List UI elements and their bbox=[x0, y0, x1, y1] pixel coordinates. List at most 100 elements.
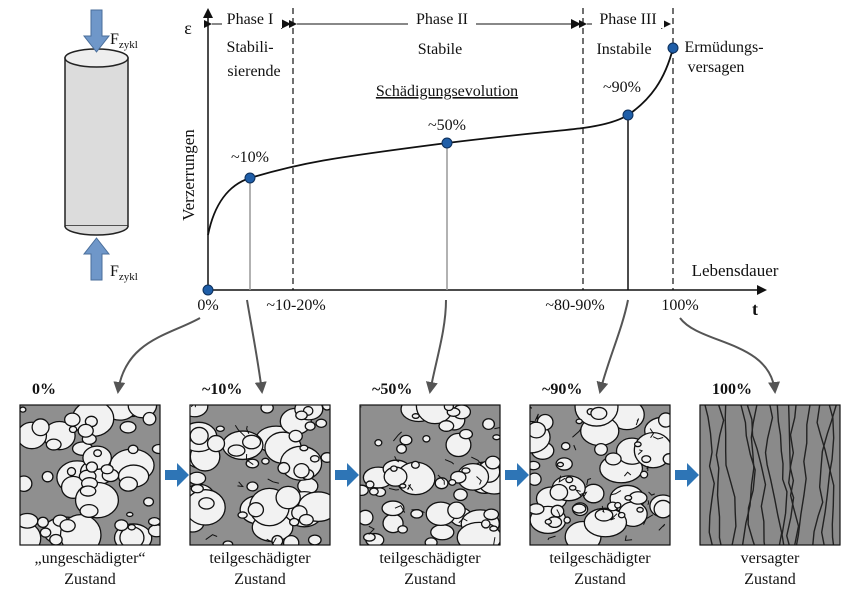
aggregate bbox=[615, 503, 621, 509]
force-bottom: Fzykl bbox=[110, 263, 138, 283]
aggregate bbox=[128, 445, 138, 453]
microstructure bbox=[6, 393, 166, 555]
aggregate bbox=[449, 480, 456, 486]
aggregate bbox=[199, 498, 214, 509]
aggregate bbox=[65, 413, 80, 426]
aggregate bbox=[296, 411, 307, 419]
aggregate bbox=[583, 484, 604, 503]
state-label: ~90% bbox=[542, 381, 582, 398]
force-top: Fzykl bbox=[110, 31, 138, 51]
aggregate bbox=[557, 462, 563, 466]
aggregate bbox=[143, 413, 156, 426]
aggregate bbox=[46, 439, 61, 450]
force-subscript: zykl bbox=[119, 39, 138, 51]
aggregate bbox=[654, 500, 672, 517]
aggregate bbox=[591, 407, 607, 419]
aggregate bbox=[276, 486, 300, 508]
phase-description: Instabile bbox=[596, 41, 651, 58]
y-label: Verzerrungen bbox=[179, 129, 198, 221]
force-subscript: zykl bbox=[119, 271, 138, 283]
aggregate bbox=[448, 502, 465, 518]
aggregate bbox=[262, 458, 269, 464]
aggregate bbox=[40, 528, 50, 537]
state-caption: Zustand bbox=[404, 571, 456, 588]
aggregate bbox=[101, 465, 113, 474]
aggregate bbox=[32, 419, 49, 436]
aggregate bbox=[425, 538, 437, 547]
x-tick-label: 0% bbox=[197, 297, 218, 314]
aggregate bbox=[223, 541, 232, 548]
x-symbol: t bbox=[752, 299, 758, 319]
aggregate bbox=[493, 435, 500, 440]
aggregate bbox=[490, 526, 498, 531]
microstructure-content bbox=[181, 396, 338, 550]
aggregate bbox=[119, 477, 137, 491]
microstructure bbox=[355, 388, 509, 552]
aggregate bbox=[20, 407, 26, 412]
aggregate bbox=[397, 445, 407, 454]
aggregate bbox=[431, 525, 454, 540]
aggregate bbox=[595, 444, 608, 456]
aggregate bbox=[576, 419, 582, 423]
aggregate bbox=[382, 501, 404, 515]
aggregate bbox=[311, 456, 320, 462]
phase-name: Phase I bbox=[227, 11, 274, 28]
aggregate bbox=[398, 526, 407, 533]
aggregate bbox=[484, 509, 499, 520]
state-caption: „ungeschädigter“ bbox=[34, 550, 145, 567]
aggregate bbox=[564, 517, 570, 523]
figure: Fzykl Fzykl ε Verzerrungen Lebensdauer t… bbox=[0, 0, 846, 594]
aggregate bbox=[595, 509, 612, 521]
x-tick-label: ~10-20% bbox=[266, 297, 325, 314]
state-caption: Zustand bbox=[64, 571, 116, 588]
point-label: ~10% bbox=[231, 149, 269, 166]
aggregate bbox=[94, 450, 102, 457]
aggregate bbox=[69, 426, 76, 432]
aggregate bbox=[149, 518, 161, 526]
aggregate bbox=[78, 424, 93, 437]
aggregate bbox=[294, 464, 309, 478]
aggregate bbox=[120, 422, 136, 433]
aggregate bbox=[572, 504, 585, 513]
aggregate bbox=[191, 485, 203, 493]
aggregate bbox=[321, 453, 333, 463]
aggregate bbox=[247, 482, 258, 491]
state-label: 0% bbox=[32, 381, 56, 398]
aggregate bbox=[216, 426, 224, 431]
aggregate bbox=[208, 436, 225, 452]
aggregate bbox=[355, 485, 368, 495]
aggregate bbox=[67, 468, 75, 476]
aggregate bbox=[309, 535, 322, 545]
phase-name: Phase II bbox=[416, 11, 468, 28]
x-label: Lebensdauer bbox=[692, 261, 779, 280]
aggregate bbox=[619, 513, 625, 518]
aggregate bbox=[444, 403, 453, 411]
aggregate bbox=[86, 462, 97, 472]
aggregate bbox=[435, 478, 448, 489]
aggregate bbox=[289, 430, 302, 441]
phase-name: Phase III bbox=[599, 11, 656, 28]
aggregate bbox=[50, 534, 62, 545]
aggregate bbox=[569, 486, 575, 491]
x-tick-label: 100% bbox=[661, 297, 698, 314]
aggregate bbox=[391, 466, 397, 471]
curve-title: Schädigungsevolution bbox=[376, 83, 518, 100]
state-caption: Zustand bbox=[744, 571, 796, 588]
aggregate bbox=[483, 419, 495, 430]
microstructure-content bbox=[6, 393, 166, 555]
aggregate bbox=[659, 413, 673, 427]
aggregate bbox=[305, 422, 315, 430]
force-symbol: F bbox=[110, 31, 119, 48]
aggregate bbox=[550, 485, 567, 501]
state-caption: Zustand bbox=[234, 571, 286, 588]
aggregate bbox=[439, 421, 454, 432]
state-label: 100% bbox=[712, 381, 752, 398]
aggregate bbox=[115, 520, 128, 531]
aggregate bbox=[60, 520, 75, 532]
aggregate bbox=[412, 414, 419, 419]
x-tick-label: ~80-90% bbox=[545, 297, 604, 314]
aggregate bbox=[545, 519, 551, 524]
state-caption: versagter bbox=[741, 550, 800, 567]
state-label: ~50% bbox=[372, 381, 412, 398]
aggregate bbox=[641, 471, 648, 478]
